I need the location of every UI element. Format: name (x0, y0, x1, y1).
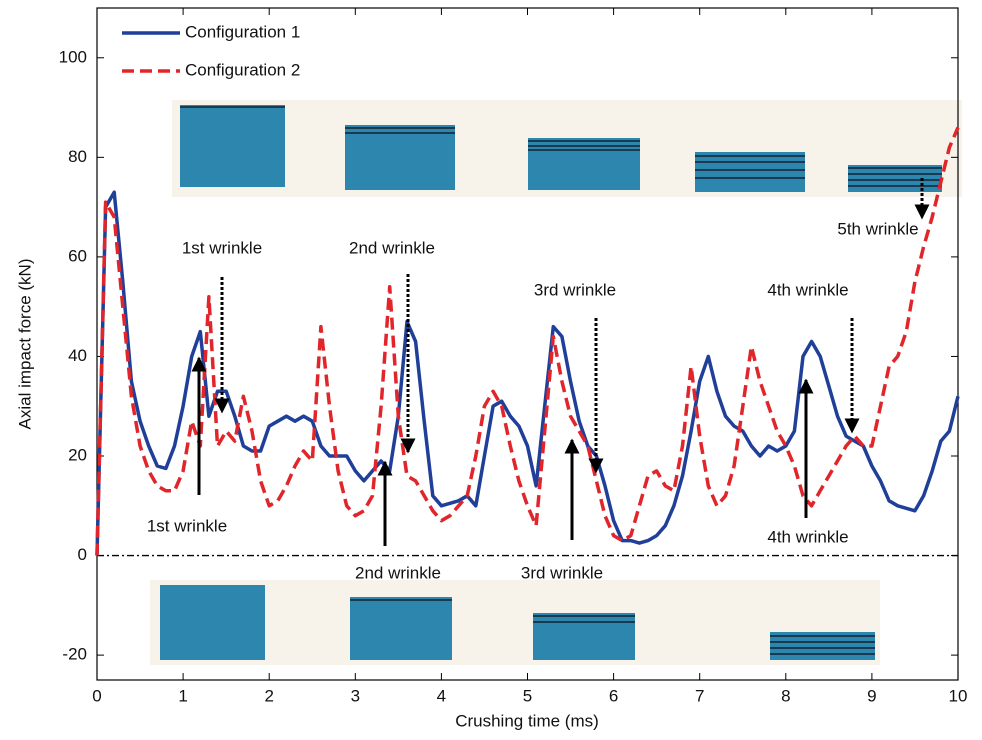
x-tick-label: 9 (867, 686, 876, 705)
series-line (95, 190, 960, 556)
annotation: 1st wrinkle (182, 238, 262, 257)
annotation: 2nd wrinkle (355, 563, 441, 582)
annotation: 5th wrinkle (837, 219, 918, 238)
y-tick-label: 0 (78, 545, 87, 564)
tube (848, 165, 942, 192)
y-tick-label: -20 (62, 645, 87, 664)
annotation: 1st wrinkle (147, 516, 227, 535)
y-tick-label: 60 (68, 246, 87, 265)
annotation: 3rd wrinkle (534, 280, 616, 299)
annotation: 4th wrinkle (767, 527, 848, 546)
x-tick-label: 6 (609, 686, 618, 705)
x-tick-label: 2 (264, 686, 273, 705)
y-tick-label: 80 (68, 147, 87, 166)
tube (180, 105, 285, 187)
y-tick-label: 20 (68, 445, 87, 464)
tube-images (150, 100, 962, 665)
legend-label: Configuration 1 (185, 22, 300, 41)
tube-folds (180, 106, 942, 655)
tube (345, 125, 455, 190)
x-tick-label: 8 (781, 686, 790, 705)
y-axis-label: Axial impact force (kN) (15, 259, 34, 430)
x-tick-label: 1 (178, 686, 187, 705)
annotation: 3rd wrinkle (521, 563, 603, 582)
x-tick-label: 10 (949, 686, 968, 705)
x-tick-label: 4 (437, 686, 446, 705)
y-tick-label: 40 (68, 346, 87, 365)
x-axis-label: Crushing time (ms) (455, 711, 599, 730)
x-tick-label: 0 (92, 686, 101, 705)
annotation: 4th wrinkle (767, 280, 848, 299)
tube (533, 613, 635, 660)
x-tick-label: 3 (351, 686, 360, 705)
y-tick-label: 100 (59, 47, 87, 66)
tube (695, 152, 805, 192)
legend-label: Configuration 2 (185, 60, 300, 79)
image-strip (150, 580, 880, 665)
x-tick-label: 5 (523, 686, 532, 705)
tube (350, 597, 452, 660)
x-tick-label: 7 (695, 686, 704, 705)
series-line (95, 126, 960, 556)
annotation: 2nd wrinkle (349, 238, 435, 257)
tube (160, 585, 265, 660)
